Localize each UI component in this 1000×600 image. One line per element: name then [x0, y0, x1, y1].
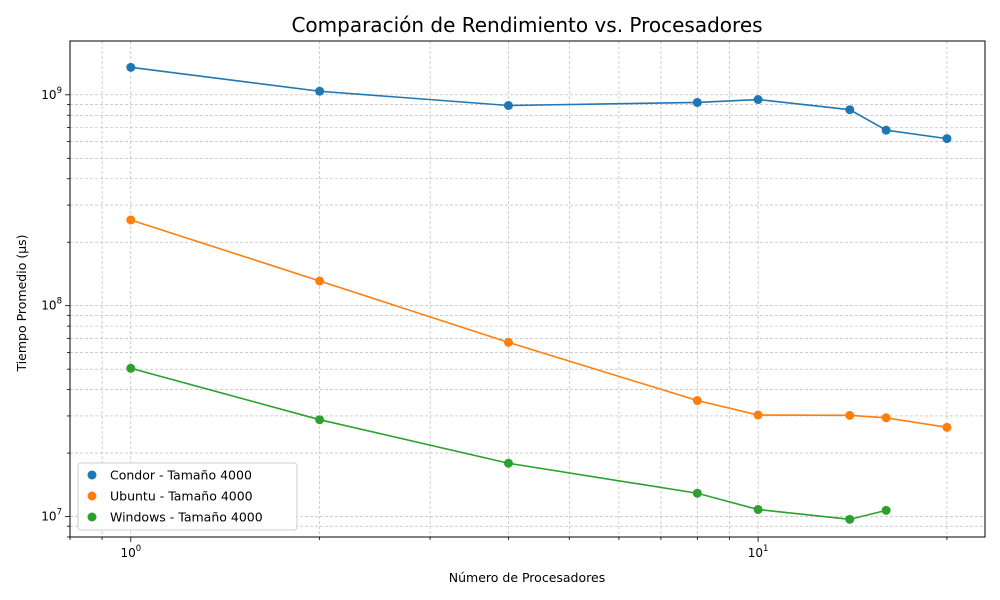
data-point	[503, 458, 513, 468]
data-point	[881, 505, 891, 515]
data-point	[692, 488, 702, 498]
data-point	[692, 97, 702, 107]
legend-label: Condor - Tamaño 4000	[110, 468, 252, 483]
data-point	[315, 276, 325, 286]
data-point	[503, 101, 513, 111]
legend: Condor - Tamaño 4000 Ubuntu - Tamaño 4000…	[77, 462, 298, 531]
y-axis-label: Tiempo Promedio (µs)	[14, 234, 29, 372]
series-layer	[126, 62, 952, 524]
data-point	[881, 125, 891, 135]
data-point	[753, 410, 763, 420]
x-tick-label: 100	[120, 544, 141, 560]
series-line	[130, 219, 948, 429]
data-point	[942, 134, 952, 144]
series-2	[126, 363, 891, 524]
series-0	[126, 62, 952, 144]
y-tick-label: 109	[41, 86, 62, 102]
data-point	[942, 422, 952, 432]
data-point	[845, 105, 855, 115]
data-point	[126, 215, 136, 225]
data-point	[881, 413, 891, 423]
y-tick-label: 108	[41, 297, 62, 313]
data-point	[753, 95, 763, 105]
legend-box	[77, 462, 298, 531]
x-tick-label: 101	[748, 544, 769, 560]
legend-marker	[87, 491, 97, 501]
plot-frame	[69, 40, 986, 538]
x-axis-label: Número de Procesadores	[449, 570, 605, 585]
data-point	[503, 337, 513, 347]
legend-marker	[87, 512, 97, 522]
data-point	[126, 62, 136, 72]
data-point	[315, 86, 325, 96]
legend-label: Windows - Tamaño 4000	[110, 510, 263, 525]
data-point	[315, 415, 325, 425]
data-point	[753, 505, 763, 515]
chart-title: Comparación de Rendimiento vs. Procesado…	[291, 13, 762, 37]
data-point	[126, 363, 136, 373]
y-tick-label: 107	[41, 508, 62, 524]
legend-marker	[87, 470, 97, 480]
legend-label: Ubuntu - Tamaño 4000	[110, 489, 253, 504]
data-point	[845, 410, 855, 420]
data-point	[845, 514, 855, 524]
series-line	[130, 66, 948, 140]
series-1	[126, 215, 952, 432]
data-point	[692, 396, 702, 406]
